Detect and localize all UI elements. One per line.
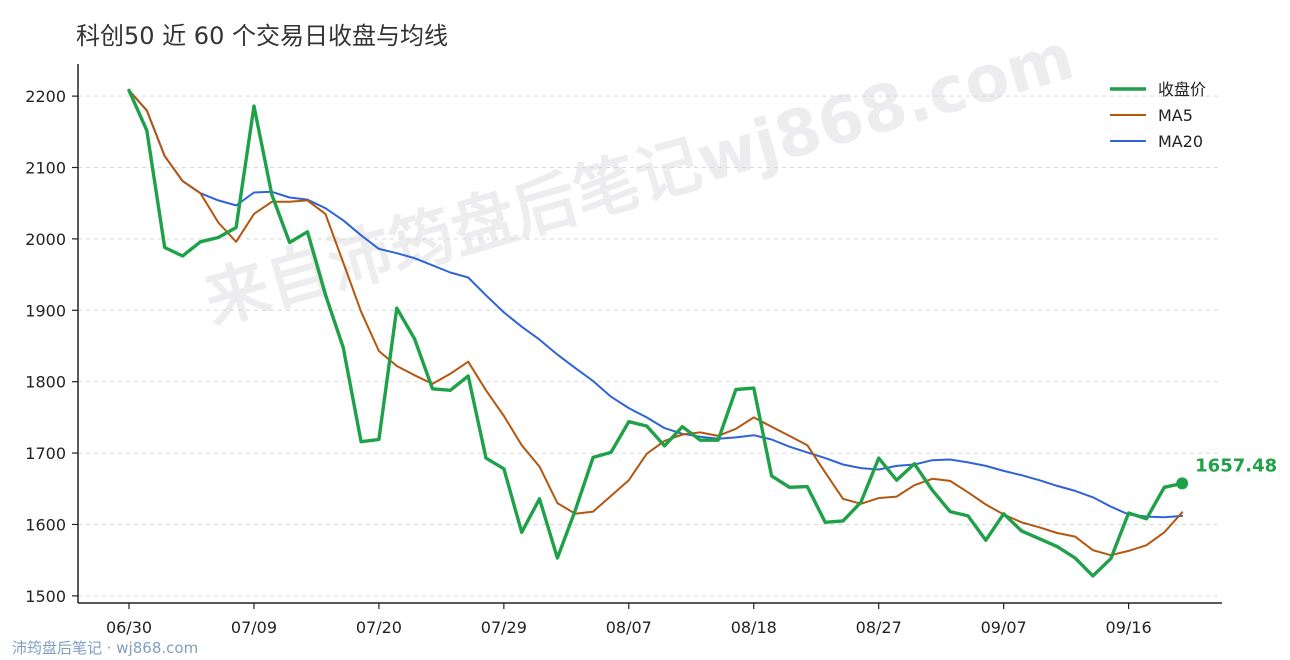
y-tick-label: 2200 <box>25 87 66 106</box>
legend-ma5-label: MA5 <box>1158 106 1193 125</box>
axes: 1500 1600 1700 1800 1900 2000 2100 2200 06/30 07/… <box>25 64 1222 637</box>
watermark: 来自沛筠盘后笔记wj868.com <box>197 20 1082 339</box>
y-tick-label: 1700 <box>25 444 66 463</box>
y-tick-label: 1800 <box>25 373 66 392</box>
y-tick-label: 1600 <box>25 515 66 534</box>
x-tick-label: 07/20 <box>356 618 402 637</box>
legend: 收盘价 MA5 MA20 <box>1110 80 1206 151</box>
last-close-label: 1657.48 <box>1195 455 1277 476</box>
y-tick-label: 2100 <box>25 159 66 178</box>
series <box>127 88 1184 578</box>
x-tick-label: 07/29 <box>481 618 527 637</box>
x-tick-label: 06/30 <box>106 618 152 637</box>
chart-title: 科创50 近 60 个交易日收盘与均线 <box>76 22 448 50</box>
x-tick-label: 09/07 <box>981 618 1027 637</box>
y-tick-label: 2000 <box>25 230 66 249</box>
footer-credit: 沛筠盘后笔记 · wj868.com <box>12 639 198 657</box>
legend-ma20-label: MA20 <box>1158 132 1203 151</box>
y-tick-label: 1500 <box>25 587 66 606</box>
annotations: 1657.48 <box>1176 455 1277 490</box>
x-tick-label: 07/09 <box>231 618 277 637</box>
legend-close-label: 收盘价 <box>1158 80 1206 99</box>
ma20-line <box>128 89 1184 519</box>
last-close-marker <box>1176 477 1189 490</box>
y-tick-label: 1900 <box>25 301 66 320</box>
x-tick-label: 09/16 <box>1106 618 1152 637</box>
close-price-line <box>127 88 1184 578</box>
x-tick-label: 08/07 <box>606 618 652 637</box>
x-tick-label: 08/27 <box>856 618 902 637</box>
x-tick-label: 08/18 <box>731 618 777 637</box>
